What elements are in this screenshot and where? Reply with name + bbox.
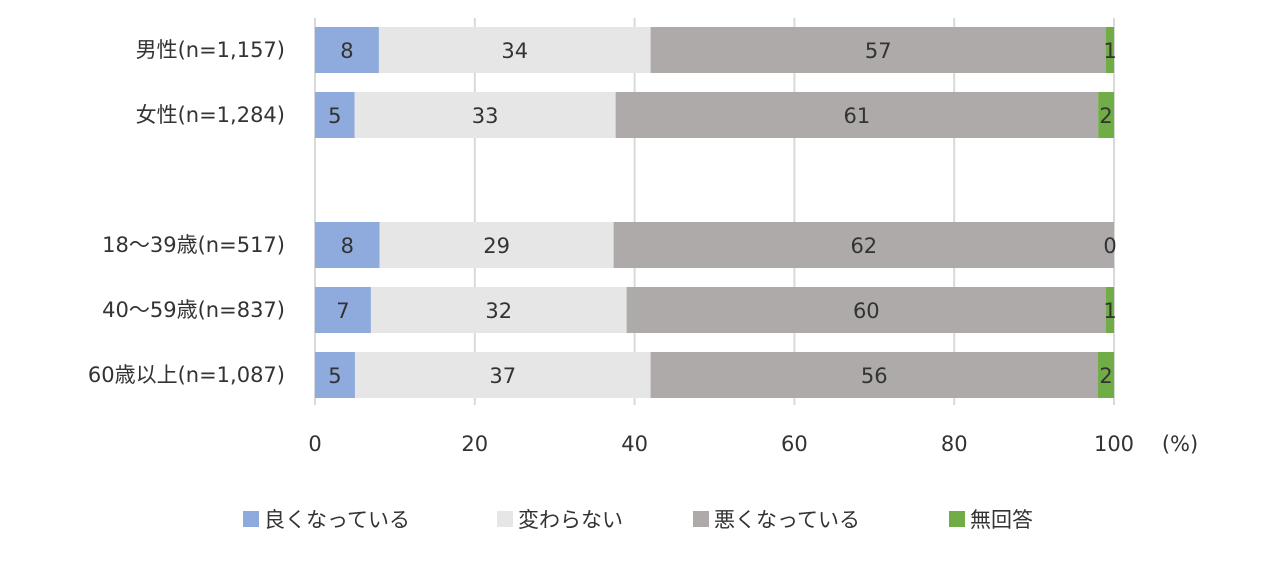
data-label: 2 [1099,104,1112,128]
data-label: 33 [472,104,499,128]
legend-label: 変わらない [518,508,623,532]
data-label: 5 [328,364,341,388]
data-label: 2 [1099,364,1112,388]
bar-segment [1106,27,1114,73]
data-label: 56 [861,364,888,388]
data-label: 7 [336,299,349,323]
x-tick-label: 60 [781,432,808,456]
category-label: 60歳以上(n=1,087) [88,363,285,387]
data-label: 60 [853,299,880,323]
data-label: 29 [483,234,510,258]
data-label: 8 [341,234,354,258]
data-label: 1 [1103,299,1116,323]
bar-segment [379,222,614,268]
data-label: 0 [1103,234,1116,258]
bar-segment [1098,92,1114,138]
x-axis-unit: (%) [1162,432,1198,456]
data-label: 5 [328,104,341,128]
bar-segment [354,92,616,138]
data-label: 57 [865,39,892,63]
x-tick-label: 0 [308,432,321,456]
category-label: 男性(n=1,157) [136,38,285,62]
legend-swatch [949,511,965,527]
x-tick-label: 100 [1094,432,1134,456]
bar-segment [613,222,1114,268]
legend-swatch [497,511,513,527]
x-tick-label: 80 [941,432,968,456]
legend-swatch [693,511,709,527]
data-label: 32 [485,299,512,323]
legend-label: 悪くなっている [714,508,860,532]
category-label: 40～59歳(n=837) [102,298,285,322]
category-label: 女性(n=1,284) [136,103,285,127]
bar-segment [315,222,380,268]
bar-segment [650,27,1107,73]
bar-segment [315,287,371,333]
legend-swatch [243,511,259,527]
data-label: 8 [340,39,353,63]
bar-segment [650,352,1099,398]
data-label: 62 [850,234,877,258]
data-label: 37 [489,364,516,388]
bar-segment [1098,352,1114,398]
bar-segment [378,27,651,73]
bar-segment [315,352,355,398]
bar-segment [354,352,651,398]
bar-segment [315,27,379,73]
bar-segment [370,287,627,333]
x-tick-label: 40 [621,432,648,456]
bar-segment [315,92,355,138]
bar-segment [615,92,1099,138]
bar-segment [1106,287,1114,333]
data-label: 34 [501,39,528,63]
legend-label: 良くなっている [264,508,410,532]
data-label: 61 [844,104,871,128]
category-label: 18～39歳(n=517) [102,233,285,257]
legend-label: 無回答 [970,508,1033,532]
data-label: 1 [1103,39,1116,63]
bar-segment [626,287,1107,333]
x-tick-label: 20 [461,432,488,456]
